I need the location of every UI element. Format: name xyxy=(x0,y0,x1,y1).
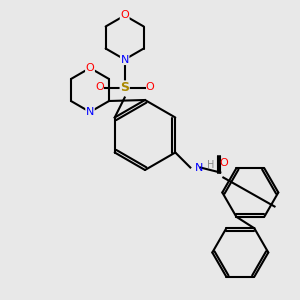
Text: N: N xyxy=(121,55,129,64)
Text: N: N xyxy=(86,107,94,117)
Text: H: H xyxy=(207,160,215,170)
Text: N: N xyxy=(195,163,204,172)
Text: S: S xyxy=(120,81,129,94)
Text: O: O xyxy=(145,82,154,92)
Text: O: O xyxy=(120,11,129,20)
Text: O: O xyxy=(219,158,228,167)
Text: O: O xyxy=(85,63,94,73)
Text: O: O xyxy=(95,82,104,92)
